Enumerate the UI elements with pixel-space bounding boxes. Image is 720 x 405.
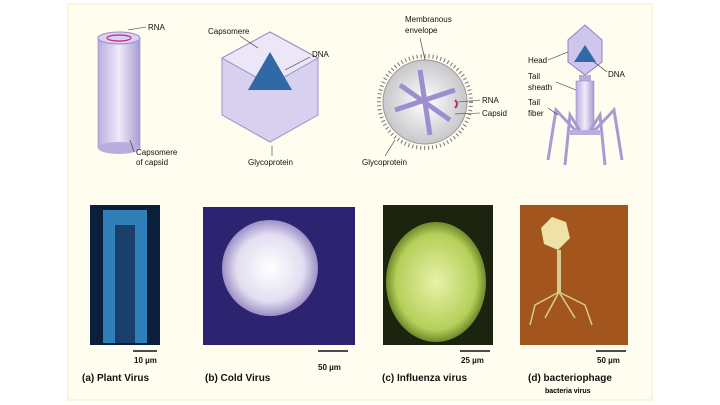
bacteriophage-model (546, 24, 624, 166)
caption: (c) Influenza virus (382, 373, 467, 384)
micrograph-a (90, 205, 160, 345)
leader-line (555, 81, 577, 91)
scale-label: 25 µm (461, 356, 484, 365)
label: DNA (608, 70, 626, 79)
scale-label: 50 µm (318, 363, 341, 372)
leader-line (284, 56, 311, 71)
label: Capsid (482, 109, 507, 118)
plant-virus-model (97, 31, 141, 154)
label: of capsid (136, 158, 168, 167)
leader-line (547, 107, 559, 116)
leader-line (547, 51, 569, 61)
caption: (d) bacteriophage (528, 373, 612, 384)
leader-line (239, 35, 259, 49)
leader-line (127, 26, 147, 31)
scale-label: 10 µm (134, 356, 157, 365)
caption: (a) Plant Virus (82, 373, 149, 384)
label: envelope (405, 26, 438, 35)
label: fiber (528, 109, 544, 118)
leader-line (384, 139, 396, 157)
label: Tail (528, 72, 540, 81)
label: RNA (148, 23, 166, 32)
label: sheath (528, 83, 552, 92)
cold-virus-model (220, 31, 320, 143)
label: Glycoprotein (362, 158, 407, 167)
micrograph-b (203, 207, 355, 345)
leader-line (593, 61, 608, 73)
micrograph-d (520, 205, 628, 345)
label: Capsomere (136, 148, 178, 157)
micrograph-c (383, 205, 493, 345)
leader-line (129, 139, 135, 153)
label: RNA (482, 96, 500, 105)
label: DNA (312, 50, 330, 59)
leader-line (457, 99, 481, 103)
caption: (b) Cold Virus (205, 373, 271, 384)
caption-note: bacteria virus (545, 388, 591, 395)
label: Head (528, 56, 547, 65)
leader-line (454, 112, 481, 115)
label: Membranous (405, 15, 452, 24)
influenza-model (377, 54, 473, 150)
leader-line (419, 37, 426, 61)
label: Glycoprotein (248, 158, 293, 167)
label: Capsomere (208, 27, 250, 36)
scale-label: 50 µm (597, 356, 620, 365)
label: Tail (528, 98, 540, 107)
